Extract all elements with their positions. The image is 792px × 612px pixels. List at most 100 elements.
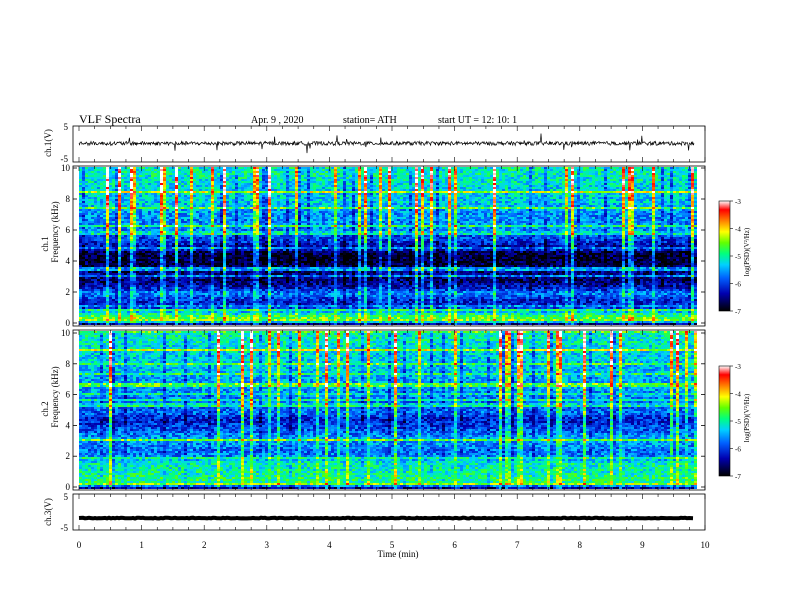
- ch1-spectrogram-cell: [85, 207, 88, 209]
- ch1-spectrogram-cell: [223, 199, 226, 201]
- ch1-spectrogram-cell: [265, 227, 268, 229]
- ch1-spectrogram-cell: [163, 269, 166, 271]
- ch1-spectrogram-cell: [232, 231, 235, 233]
- ch1-spectrogram-cell: [112, 195, 115, 197]
- ch1-spectrogram-cell: [241, 183, 244, 185]
- ch1-spectrogram-cell: [142, 311, 145, 313]
- ch1-spectrogram-cell: [196, 305, 199, 307]
- ch1-spectrogram-cell: [247, 195, 250, 197]
- ch1-spectrogram-cell: [232, 311, 235, 313]
- ch1-spectrogram-cell: [202, 191, 205, 193]
- ch1-spectrogram-cell: [157, 309, 160, 311]
- ch1-spectrogram-cell: [250, 205, 253, 207]
- ch1-spectrogram-cell: [157, 237, 160, 239]
- ch1-spectrogram-cell: [148, 301, 151, 303]
- ch1-spectrogram-cell: [187, 209, 190, 211]
- ch1-spectrogram-cell: [130, 285, 133, 287]
- ch1-spectrogram-cell: [97, 221, 100, 223]
- ch1-spectrogram-cell: [160, 243, 163, 245]
- ch1-spectrogram-cell: [262, 309, 265, 311]
- ch1-spectrogram-cell: [235, 287, 238, 289]
- ch1-spectrogram-cell: [196, 275, 199, 277]
- ch1-spectrogram-cell: [256, 187, 259, 189]
- ch1-spectrogram-cell: [88, 301, 91, 303]
- ch1-spectrogram-cell: [145, 187, 148, 189]
- ch1-spectrogram-cell: [178, 225, 181, 227]
- ch1-spectrogram-cell: [265, 271, 268, 273]
- ch1-spectrogram-cell: [136, 295, 139, 297]
- ch1-spectrogram-cell: [190, 323, 193, 325]
- ch1-spectrogram-cell: [130, 207, 133, 209]
- ch1-spectrogram-cell: [112, 287, 115, 289]
- ch1-spectrogram-cell: [88, 239, 91, 241]
- ch1-spectrogram-cell: [232, 237, 235, 239]
- ch1-spectrogram-cell: [178, 289, 181, 291]
- ch1-spectrogram-cell: [118, 195, 121, 197]
- ch1-spectrogram-cell: [220, 315, 223, 317]
- ch1-spectrogram-cell: [133, 197, 136, 199]
- ch1-spectrogram-cell: [232, 213, 235, 215]
- ch1-spectrogram-cell: [94, 265, 97, 267]
- ch1-spectrogram-cell: [187, 281, 190, 283]
- ch1-spectrogram-cell: [175, 249, 178, 251]
- ch1-spectrogram-cell: [205, 187, 208, 189]
- ch1-spectrogram-cell: [139, 199, 142, 201]
- ch1-spectrogram-cell: [106, 281, 109, 283]
- ch1-spectrogram-cell: [181, 225, 184, 227]
- ch1-spectrogram-cell: [88, 185, 91, 187]
- ch1-spectrogram-cell: [235, 297, 238, 299]
- ch1-spectrogram-cell: [208, 197, 211, 199]
- ch1-spectrogram-cell: [160, 241, 163, 243]
- ch1-spectrogram-cell: [250, 319, 253, 321]
- ch1-spectrogram-cell: [214, 227, 217, 229]
- ch1-spectrogram-cell: [262, 299, 265, 301]
- ch1-spectrogram-cell: [238, 173, 241, 175]
- ch1-spectrogram-cell: [250, 281, 253, 283]
- ch1-spectrogram-cell: [214, 175, 217, 177]
- ch1-spectrogram-cell: [202, 263, 205, 265]
- ch1-spectrogram-cell: [217, 203, 220, 205]
- ch1-spectrogram-cell: [208, 239, 211, 241]
- ch1-spectrogram-cell: [265, 207, 268, 209]
- ch1-spectrogram-cell: [223, 259, 226, 261]
- ch1-spectrogram-cell: [166, 211, 169, 213]
- ch1-spectrogram-cell: [190, 197, 193, 199]
- ch1-spectrogram-cell: [145, 185, 148, 187]
- ch1-spectrogram-cell: [256, 223, 259, 225]
- ch1-spectrogram-cell: [238, 231, 241, 233]
- ch1-spectrogram-cell: [88, 237, 91, 239]
- ch1-spectrogram-cell: [175, 213, 178, 215]
- ch1-spectrogram-cell: [214, 313, 217, 315]
- ch1-spectrogram-cell: [91, 185, 94, 187]
- ch1-spectrogram-cell: [250, 251, 253, 253]
- ch1-spectrogram-cell: [226, 231, 229, 233]
- ch1-spectrogram-cell: [259, 285, 262, 287]
- ch1-spectrogram-cell: [133, 193, 136, 195]
- ch1-spectrogram-cell: [232, 205, 235, 207]
- ch1-spectrogram-cell: [220, 229, 223, 231]
- ch1-spectrogram-cell: [112, 219, 115, 221]
- ch1-spectrogram-cell: [262, 229, 265, 231]
- ch1-spectrogram-cell: [151, 175, 154, 177]
- ch1-spectrogram-cell: [172, 181, 175, 183]
- ch1-spectrogram-cell: [142, 225, 145, 227]
- ch1-spectrogram-cell: [247, 265, 250, 267]
- ch1-spectrogram-cell: [85, 215, 88, 217]
- ch1-spectrogram-cell: [142, 277, 145, 279]
- ch1-spectrogram-cell: [229, 209, 232, 211]
- ch1-spectrogram-cell: [85, 245, 88, 247]
- ch1-spectrogram-cell: [94, 287, 97, 289]
- ch1-spectrogram-cell: [100, 219, 103, 221]
- ch1-spectrogram-cell: [172, 285, 175, 287]
- ch1-spectrogram-cell: [265, 211, 268, 213]
- ch1-spectrogram-cell: [244, 193, 247, 195]
- ch1-spectrogram-cell: [112, 263, 115, 265]
- ch1-spectrogram-cell: [163, 273, 166, 275]
- ch1-spectrogram-cell: [202, 323, 205, 325]
- ch1-spectrogram-cell: [148, 193, 151, 195]
- ch1-spectrogram-cell: [226, 259, 229, 261]
- ch1-spectrogram-cell: [241, 181, 244, 183]
- ch1-spectrogram-cell: [118, 179, 121, 181]
- ch1-spectrogram-cell: [160, 201, 163, 203]
- ch1-spectrogram-cell: [178, 309, 181, 311]
